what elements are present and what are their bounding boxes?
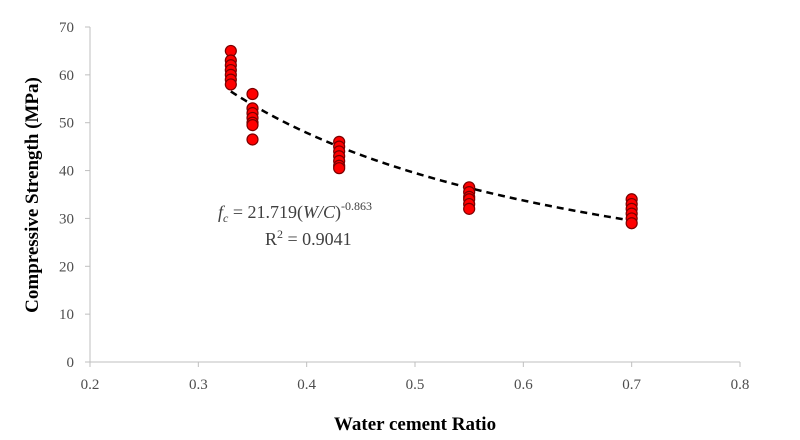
data-points bbox=[224, 44, 638, 230]
y-tick-labels: 0 10 20 30 40 50 60 70 bbox=[59, 20, 90, 371]
r-squared: R2 = 0.9041 bbox=[265, 227, 352, 249]
y-tick-label: 50 bbox=[59, 116, 74, 132]
power-trendline bbox=[230, 90, 632, 222]
x-tick-labels: 0.2 0.3 0.4 0.5 0.6 0.7 0.8 bbox=[81, 362, 750, 393]
y-tick-label: 20 bbox=[59, 259, 74, 275]
equation-variable: W/C bbox=[303, 202, 336, 222]
r-squared-label: R bbox=[265, 229, 277, 249]
x-tick-label: 0.3 bbox=[189, 377, 208, 393]
data-point bbox=[246, 87, 259, 101]
x-tick-label: 0.8 bbox=[731, 377, 750, 393]
y-tick-label: 30 bbox=[59, 211, 74, 227]
equation-exponent: -0.863 bbox=[341, 199, 372, 213]
data-point bbox=[333, 162, 346, 175]
y-axis-title: Compressive Strength (MPa) bbox=[22, 77, 43, 313]
y-tick-label: 70 bbox=[59, 20, 74, 36]
axes bbox=[89, 27, 740, 363]
trendline-equation: fc = 21.719(W/C)-0.863 bbox=[218, 199, 372, 225]
y-tick-label: 10 bbox=[59, 307, 74, 323]
x-tick-label: 0.7 bbox=[622, 377, 641, 393]
x-tick-label: 0.4 bbox=[297, 377, 316, 393]
data-point bbox=[224, 78, 237, 91]
y-tick-label: 60 bbox=[59, 68, 74, 84]
y-tick-label: 40 bbox=[59, 164, 74, 180]
data-point bbox=[246, 133, 259, 146]
equation-symbol: f bbox=[218, 202, 226, 222]
data-point bbox=[246, 119, 259, 132]
x-tick-label: 0.5 bbox=[406, 377, 425, 393]
data-point bbox=[463, 202, 476, 215]
r-squared-value: = 0.9041 bbox=[283, 229, 352, 249]
y-tick-label: 0 bbox=[67, 355, 75, 371]
equation-equals: = 21.719( bbox=[228, 202, 303, 223]
data-point bbox=[625, 217, 638, 230]
equation-subscript: c bbox=[223, 211, 229, 225]
x-tick-label: 0.6 bbox=[514, 377, 533, 393]
r-squared-superscript: 2 bbox=[277, 227, 283, 241]
equation-close: ) bbox=[335, 202, 341, 223]
x-tick-label: 0.2 bbox=[81, 377, 100, 393]
x-axis-title: Water cement Ratio bbox=[334, 414, 496, 435]
